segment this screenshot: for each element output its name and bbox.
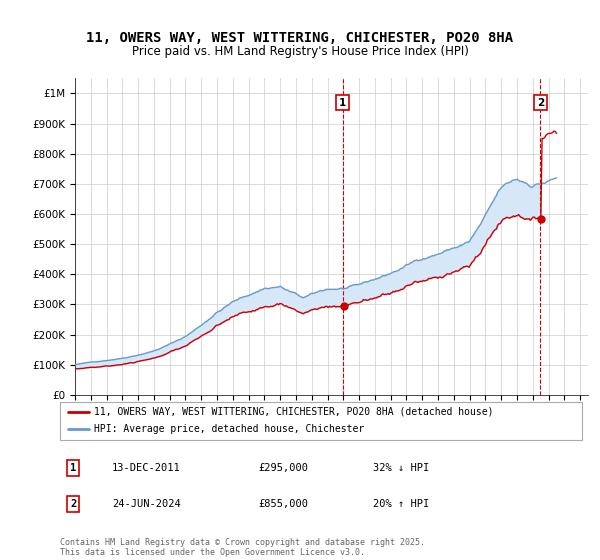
Text: HPI: Average price, detached house, Chichester: HPI: Average price, detached house, Chic… <box>94 424 364 435</box>
Text: 2: 2 <box>70 499 76 508</box>
Text: Price paid vs. HM Land Registry's House Price Index (HPI): Price paid vs. HM Land Registry's House … <box>131 45 469 58</box>
Text: Contains HM Land Registry data © Crown copyright and database right 2025.
This d: Contains HM Land Registry data © Crown c… <box>60 538 425 557</box>
Text: £295,000: £295,000 <box>259 463 308 473</box>
FancyBboxPatch shape <box>60 402 582 440</box>
Text: 2: 2 <box>537 97 544 108</box>
Text: 32% ↓ HPI: 32% ↓ HPI <box>373 463 430 473</box>
Text: 20% ↑ HPI: 20% ↑ HPI <box>373 499 430 508</box>
Text: 24-JUN-2024: 24-JUN-2024 <box>112 499 181 508</box>
Text: 1: 1 <box>339 97 346 108</box>
Text: £855,000: £855,000 <box>259 499 308 508</box>
Text: 11, OWERS WAY, WEST WITTERING, CHICHESTER, PO20 8HA: 11, OWERS WAY, WEST WITTERING, CHICHESTE… <box>86 31 514 45</box>
Text: 13-DEC-2011: 13-DEC-2011 <box>112 463 181 473</box>
Text: 1: 1 <box>70 463 76 473</box>
Text: 11, OWERS WAY, WEST WITTERING, CHICHESTER, PO20 8HA (detached house): 11, OWERS WAY, WEST WITTERING, CHICHESTE… <box>94 407 493 417</box>
